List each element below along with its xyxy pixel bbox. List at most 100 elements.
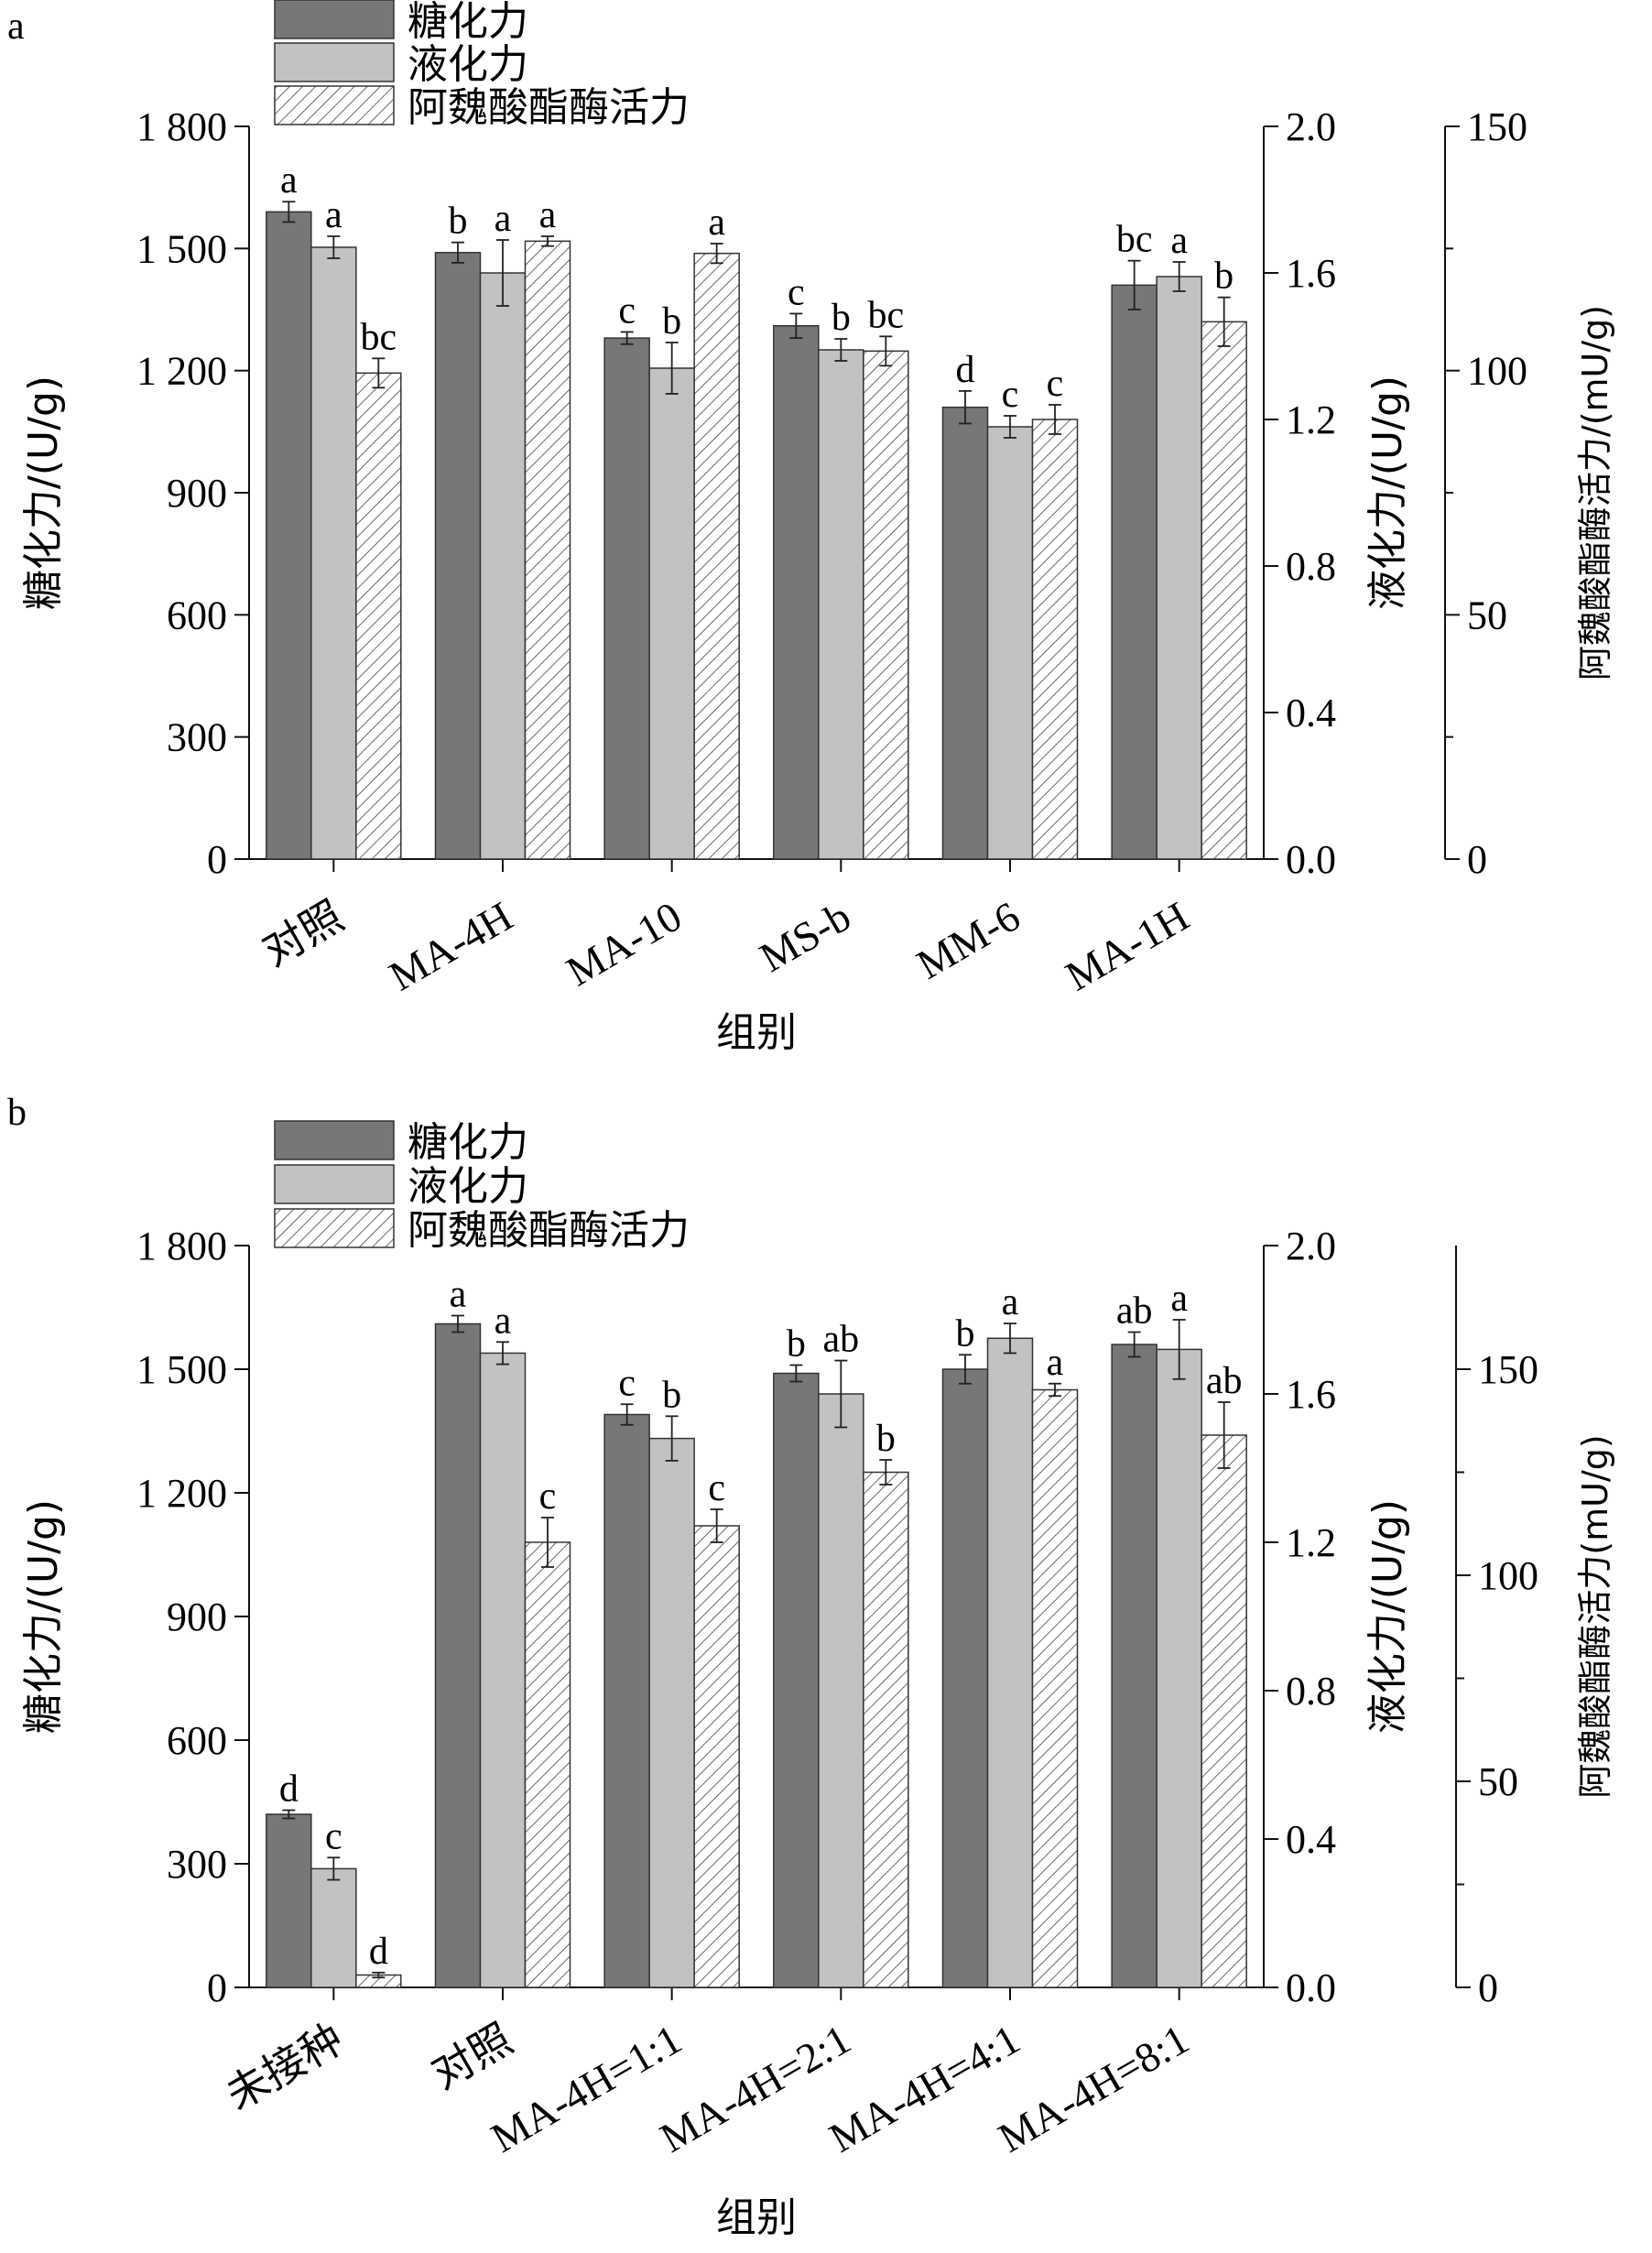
bar-ferulic	[1031, 419, 1079, 860]
significance-letter: b	[662, 300, 681, 343]
bar-ferulic	[1201, 321, 1247, 860]
category-label: MA-4H=2:1	[652, 2015, 858, 2160]
legend-label-ferulic: 阿魏酸酯酶活力	[408, 1207, 690, 1254]
left-tick-label: 1 500	[136, 226, 227, 271]
right1-tick-label: 1.2	[1286, 397, 1336, 442]
bar-sugar	[603, 1413, 650, 1988]
legend-swatch-ferulic	[274, 1208, 395, 1248]
left-tick-label: 0	[207, 837, 227, 882]
y-axis-left-title: 糖化力/(U/g)	[20, 1499, 67, 1734]
significance-letter: a	[1170, 1278, 1188, 1320]
y-axis-right1-title: 液化力/(U/g)	[1364, 376, 1411, 610]
right1-tick-label: 2.0	[1286, 104, 1336, 149]
significance-letter: d	[369, 1931, 388, 1973]
significance-letter: b	[876, 1418, 896, 1460]
significance-letter: c	[1002, 374, 1019, 416]
significance-letter: b	[1214, 256, 1234, 298]
bar-liquefy	[986, 1337, 1034, 1988]
significance-letter: c	[788, 271, 805, 313]
right2-tick-label: 50	[1478, 1759, 1518, 1804]
category-label: MA-4H	[381, 892, 520, 999]
significance-letter: bc	[868, 294, 905, 336]
category-label: MM-6	[908, 892, 1027, 987]
significance-letter: d	[956, 349, 975, 391]
bar-sugar	[1111, 284, 1157, 860]
right1-tick-label: 0.0	[1286, 837, 1336, 882]
legend-label-liquefy: 液化力	[408, 1163, 528, 1210]
significance-letter: ab	[1206, 1360, 1243, 1402]
right2-tick-label: 100	[1478, 1553, 1538, 1598]
category-label: MA-4H=1:1	[484, 2015, 690, 2160]
bar-sugar	[773, 325, 820, 860]
bar-sugar	[1111, 1344, 1157, 1988]
bar-sugar	[603, 337, 650, 860]
significance-letter: bc	[361, 316, 397, 358]
significance-letter: a	[495, 1300, 512, 1342]
significance-letter: b	[787, 1323, 806, 1366]
bar-ferulic	[693, 252, 740, 860]
right1-tick-label: 1.6	[1286, 1372, 1336, 1417]
right1-tick-label: 0.8	[1286, 544, 1336, 589]
right1-tick-label: 1.2	[1286, 1520, 1336, 1565]
bar-liquefy	[648, 367, 695, 860]
category-label: 未接种	[218, 2015, 351, 2118]
bar-ferulic	[1031, 1388, 1079, 1988]
left-tick-label: 300	[167, 1842, 227, 1887]
bar-ferulic	[524, 240, 571, 860]
category-label: MA-4H=8:1	[991, 2015, 1197, 2160]
significance-letter: b	[662, 1374, 681, 1416]
significance-letter: c	[1047, 363, 1064, 405]
significance-letter: d	[279, 1769, 299, 1811]
y-axis-right2-title: 阿魏酸酯酶活力(mU/g)	[1575, 1434, 1615, 1798]
bar-liquefy	[479, 1352, 527, 1988]
right1-tick-label: 1.6	[1286, 251, 1336, 296]
significance-letter: a	[325, 194, 342, 236]
legend-label-sugar: 糖化力	[408, 0, 528, 45]
y-axis-left-title: 糖化力/(U/g)	[20, 376, 67, 610]
category-label: MS-b	[752, 892, 858, 981]
category-label: MA-4H=4:1	[821, 2015, 1027, 2160]
legend-swatch-sugar	[274, 1120, 395, 1160]
bar-liquefy	[986, 426, 1034, 860]
significance-letter: bc	[1116, 219, 1153, 261]
left-tick-label: 1 800	[136, 104, 227, 149]
bar-liquefy	[310, 1867, 357, 1988]
right1-tick-label: 2.0	[1286, 1224, 1336, 1268]
bar-liquefy	[1156, 1348, 1202, 1988]
right1-tick-label: 0.0	[1286, 1965, 1336, 2010]
category-label: MA-1H	[1058, 892, 1197, 999]
category-label: 对照	[424, 2015, 520, 2097]
significance-letter: ab	[823, 1319, 860, 1361]
significance-letter: a	[495, 198, 512, 240]
right1-tick-label: 0.4	[1286, 691, 1336, 735]
bar-ferulic	[355, 372, 402, 860]
bar-liquefy	[1156, 276, 1202, 860]
right1-tick-label: 0.8	[1286, 1669, 1336, 1714]
right2-tick-label: 50	[1467, 593, 1507, 637]
left-tick-label: 300	[167, 715, 227, 760]
x-axis-title: 组别	[716, 1009, 797, 1056]
left-tick-label: 600	[167, 1718, 227, 1763]
significance-letter: a	[450, 1274, 467, 1316]
x-axis-title: 组别	[716, 2194, 797, 2241]
bar-ferulic	[863, 350, 909, 860]
left-tick-label: 900	[167, 471, 227, 516]
legend-swatch-ferulic	[274, 85, 395, 125]
significance-letter: a	[1002, 1281, 1019, 1323]
significance-letter: c	[618, 1362, 636, 1404]
panel-letter: b	[7, 1092, 27, 1134]
legend-label-liquefy: 液化力	[408, 41, 528, 88]
bar-liquefy	[648, 1437, 695, 1988]
left-tick-label: 0	[207, 1965, 227, 2010]
significance-letter: c	[618, 289, 636, 332]
left-tick-label: 1 200	[136, 349, 227, 394]
legend-swatch-liquefy	[274, 1164, 395, 1204]
right2-tick-label: 100	[1467, 349, 1527, 394]
bar-ferulic	[524, 1541, 571, 1988]
bar-sugar	[434, 1322, 482, 1988]
